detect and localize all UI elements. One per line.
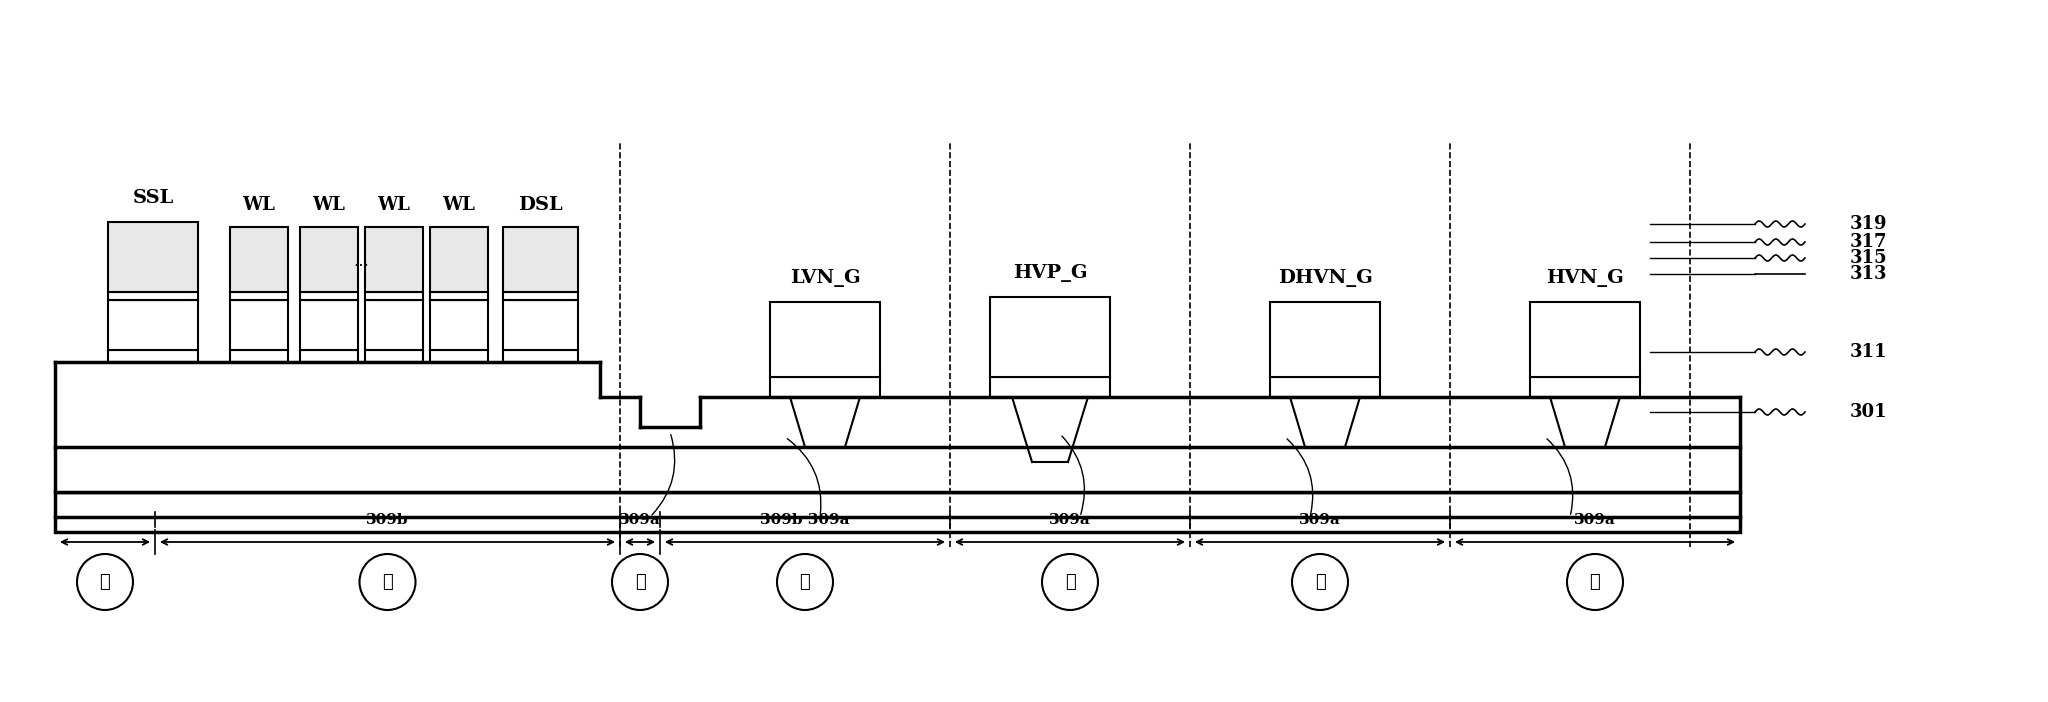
Text: 309a: 309a <box>1049 513 1092 527</box>
Text: ①: ① <box>100 573 111 591</box>
Bar <box>365 292 424 300</box>
Bar <box>989 377 1110 397</box>
Bar <box>299 292 358 300</box>
Bar <box>1530 302 1640 377</box>
Text: WL: WL <box>377 196 410 214</box>
Bar <box>109 350 199 362</box>
Bar <box>236 292 283 300</box>
Bar <box>305 292 352 300</box>
Bar <box>229 227 289 292</box>
Text: ⑤: ⑤ <box>1065 573 1075 591</box>
Bar <box>109 222 199 292</box>
Text: 315: 315 <box>1849 249 1888 267</box>
Bar <box>117 292 190 300</box>
Text: 319: 319 <box>1849 215 1888 233</box>
Text: 313: 313 <box>1849 265 1888 283</box>
Text: 301: 301 <box>1849 403 1888 421</box>
Bar <box>770 377 881 397</box>
Bar <box>504 350 578 362</box>
Bar <box>299 300 358 350</box>
Bar <box>299 350 358 362</box>
Text: 311: 311 <box>1849 343 1888 361</box>
Bar <box>365 227 424 292</box>
Text: WL: WL <box>313 196 346 214</box>
Bar <box>229 350 289 362</box>
Bar <box>371 292 418 300</box>
Bar <box>989 297 1110 377</box>
Text: SSL: SSL <box>133 189 174 207</box>
Bar <box>504 300 578 350</box>
Bar <box>430 227 487 292</box>
Text: ③: ③ <box>635 573 645 591</box>
Bar <box>299 227 358 292</box>
Bar <box>1270 302 1380 377</box>
Text: 317: 317 <box>1849 233 1888 251</box>
Bar <box>504 227 578 292</box>
Bar <box>109 300 199 350</box>
Bar <box>770 302 881 377</box>
Text: 309b 309a: 309b 309a <box>760 513 850 527</box>
Bar <box>510 292 571 300</box>
Text: 309a: 309a <box>1575 513 1616 527</box>
Bar <box>229 292 289 300</box>
Text: DSL: DSL <box>518 196 563 214</box>
Bar <box>504 292 578 300</box>
Bar <box>55 492 1741 532</box>
Text: WL: WL <box>242 196 274 214</box>
Bar <box>365 350 424 362</box>
Text: ...: ... <box>352 253 369 270</box>
Bar <box>1270 377 1380 397</box>
Text: ②: ② <box>383 573 393 591</box>
Bar <box>229 300 289 350</box>
Bar <box>1530 377 1640 397</box>
Text: 309a: 309a <box>618 513 662 527</box>
Text: ⑦: ⑦ <box>1589 573 1599 591</box>
Bar <box>365 300 424 350</box>
Bar <box>55 447 1741 492</box>
Bar <box>109 292 199 300</box>
Text: DHVN_G: DHVN_G <box>1278 269 1372 287</box>
Text: HVP_G: HVP_G <box>1014 264 1087 282</box>
Text: WL: WL <box>442 196 475 214</box>
Text: HVN_G: HVN_G <box>1546 269 1624 287</box>
Bar <box>430 350 487 362</box>
Text: ⑥: ⑥ <box>1315 573 1325 591</box>
Text: 309a: 309a <box>1298 513 1341 527</box>
Bar <box>430 292 487 300</box>
Bar <box>430 300 487 350</box>
Text: 309b: 309b <box>367 513 410 527</box>
Text: LVN_G: LVN_G <box>791 269 860 287</box>
Bar <box>434 292 483 300</box>
Text: ④: ④ <box>799 573 811 591</box>
